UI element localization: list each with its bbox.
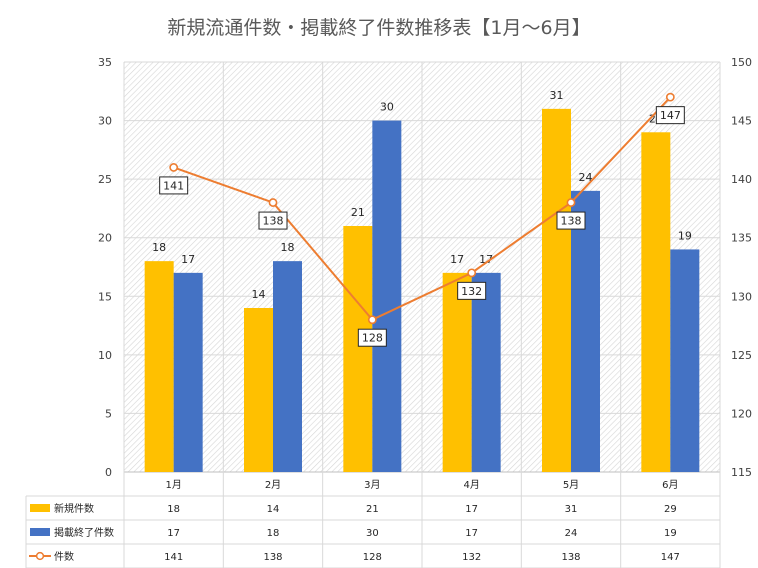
category-label: 6月 [662,479,678,491]
line-data-label: 138 [561,215,582,228]
category-label: 3月 [364,479,380,491]
right-axis-tick: 145 [731,115,752,128]
legend-entry: 掲載終了件数 [54,526,114,539]
left-axis-tick: 30 [98,115,112,128]
bar [641,132,671,473]
line-data-label-box [258,211,288,230]
bar-data-label: 18 [152,241,166,254]
bar-data-label: 21 [351,206,365,219]
left-axis-tick: 5 [105,407,112,420]
table-cell: 138 [561,552,580,563]
left-axis-tick: 35 [98,56,112,69]
line-data-label-box [457,281,487,300]
line-point [566,198,576,207]
legend-entry: 新規件数 [54,502,94,515]
table-cell: 30 [366,528,379,539]
bar [244,308,273,472]
table-cell: 17 [465,504,478,515]
bar-data-label: 17 [479,253,493,266]
line-data-label-box [159,176,189,195]
bar [571,190,600,472]
bar [144,261,174,472]
bar-data-label: 19 [678,229,692,242]
right-axis-tick: 115 [731,466,752,479]
left-axis-tick: 15 [98,290,112,303]
bar [372,120,402,473]
bar [343,226,373,472]
legend-key [30,528,50,536]
bar [273,261,302,472]
left-axis-tick: 25 [98,173,112,186]
bar-data-label: 18 [281,241,295,254]
right-axis-tick: 135 [731,232,752,245]
left-axis-tick: 20 [98,232,112,245]
bar-data-label: 14 [252,288,266,301]
table-cell: 14 [267,504,280,515]
table-cell: 18 [267,528,280,539]
legend-key [30,504,50,512]
line-data-label-box [655,106,685,125]
right-axis-tick: 130 [731,290,752,303]
table-cell: 141 [164,552,183,563]
bar-data-label: 24 [579,171,593,184]
table-cell: 19 [664,528,677,539]
bar [471,272,501,472]
bar [173,272,203,472]
table-cell: 17 [465,528,478,539]
line-data-label: 128 [362,332,383,345]
table-cell: 147 [661,552,680,563]
bar-data-label: 31 [550,89,564,102]
table-cell: 29 [664,504,677,515]
line-point [467,268,477,278]
table-cell: 17 [167,528,180,539]
table-cell: 31 [565,504,578,515]
line-data-label: 141 [163,179,184,192]
bar-data-label: 17 [450,253,464,266]
line-data-label: 138 [263,215,284,228]
plot-area: 0 115 5 120 10 125 15 130 20 135 25 140 30 145 35 150 18… [98,56,752,479]
bar [542,108,571,472]
table-cell: 128 [363,552,382,563]
left-axis-tick: 10 [98,349,112,362]
line-series [173,96,672,321]
category-label: 2月 [265,479,281,491]
legend-entry: 件数 [54,550,74,563]
bar-data-label: 30 [380,101,394,114]
line-data-label-box [556,211,586,230]
table-cell: 24 [565,528,578,539]
bar [670,249,700,472]
right-axis-tick: 150 [731,56,752,69]
line-point [367,315,377,325]
category-label: 1月 [165,479,181,491]
line-point [665,92,675,102]
right-axis-tick: 125 [731,349,752,362]
table-cell: 21 [366,504,379,515]
line-data-label-box [357,328,387,347]
table-cell: 138 [263,552,282,563]
bar [442,272,472,472]
line-data-label: 132 [461,285,482,298]
line-data-label: 147 [660,109,681,122]
line-point [169,163,179,172]
chart-title: 新規流通件数・掲載終了件数推移表【1月～6月】 [167,17,590,39]
category-label: 5月 [563,479,579,491]
category-label: 4月 [463,479,479,491]
legend-key-marker [35,551,45,561]
right-axis-tick: 120 [731,407,752,420]
line-point [268,198,278,207]
right-axis-tick: 140 [731,173,752,186]
table-cell: 18 [167,504,180,515]
bar-data-label: 17 [181,253,195,266]
table-cell: 132 [462,552,481,563]
left-axis-tick: 0 [105,466,112,479]
